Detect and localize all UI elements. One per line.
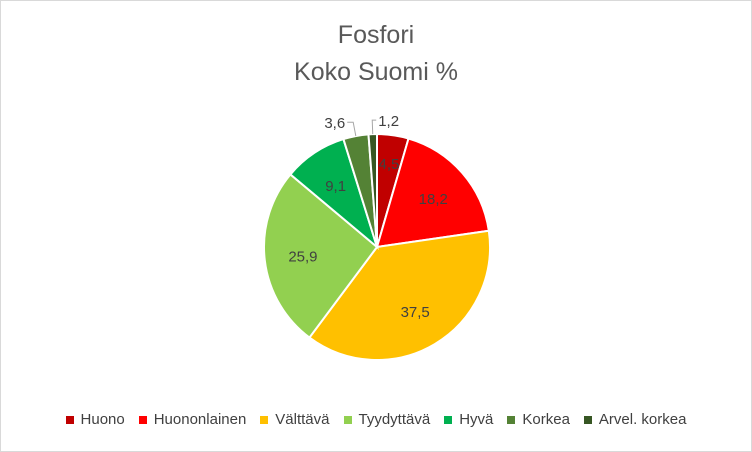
data-label-hyva: 9,1 — [325, 178, 346, 195]
data-label-arvel-korkea: 1,2 — [378, 113, 399, 130]
legend-swatch — [507, 415, 516, 424]
data-label-valttava: 37,5 — [401, 304, 430, 321]
legend-item-huono: Huono — [65, 411, 125, 428]
legend-swatch — [343, 415, 352, 424]
legend-item-valttava: Välttävä — [260, 411, 330, 428]
pie-slice-valttava — [308, 229, 491, 361]
legend-item-arvel-korkea: Arvel. korkea — [583, 411, 687, 428]
legend-item-huononlainen: Huononlainen — [138, 411, 247, 428]
legend-item-korkea: Korkea — [507, 411, 570, 428]
pie-slice-huononlainen — [375, 137, 490, 249]
data-label-korkea: 3,6 — [324, 115, 345, 132]
legend-swatch — [260, 415, 269, 424]
legend-swatch — [583, 415, 592, 424]
chart-title-line-2: Koko Suomi % — [294, 58, 458, 86]
leader-line-korkea — [347, 121, 357, 137]
legend-swatch — [138, 415, 147, 424]
legend-label: Tyydyttävä — [358, 411, 431, 428]
legend-label: Huononlainen — [153, 411, 247, 428]
legend-swatch — [65, 415, 74, 424]
legend-label: Huono — [80, 411, 125, 428]
legend-label: Korkea — [522, 411, 570, 428]
legend-label: Arvel. korkea — [598, 411, 687, 428]
legend-swatch — [444, 415, 453, 424]
legend-item-hyva: Hyvä — [444, 411, 493, 428]
legend-label: Välttävä — [275, 411, 330, 428]
data-label-tyydyttava: 25,9 — [288, 249, 317, 266]
leader-line-arvel-korkea — [371, 119, 377, 135]
legend: Huono Huononlainen Välttävä Tyydyttävä H… — [1, 411, 751, 428]
legend-label: Hyvä — [459, 411, 494, 428]
data-label-huononlainen: 18,2 — [419, 191, 448, 208]
legend-item-tyydyttava: Tyydyttävä — [343, 411, 431, 428]
data-label-huono: 4,5 — [379, 156, 400, 173]
chart-title-line-1: Fosfori — [337, 21, 415, 49]
pie-slice-tyydyttava — [263, 173, 379, 339]
